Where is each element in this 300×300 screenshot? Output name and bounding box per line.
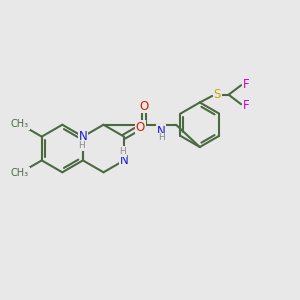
- Text: N: N: [157, 125, 166, 138]
- Text: F: F: [243, 99, 249, 112]
- Text: H: H: [158, 133, 164, 142]
- Text: O: O: [136, 121, 145, 134]
- Text: H: H: [119, 147, 126, 156]
- Text: F: F: [243, 77, 249, 91]
- Text: CH₃: CH₃: [11, 119, 29, 129]
- Text: N: N: [79, 130, 87, 143]
- Text: N: N: [120, 154, 128, 167]
- Text: H: H: [78, 141, 85, 150]
- Text: CH₃: CH₃: [11, 168, 29, 178]
- Text: O: O: [140, 100, 149, 112]
- Text: S: S: [213, 88, 221, 101]
